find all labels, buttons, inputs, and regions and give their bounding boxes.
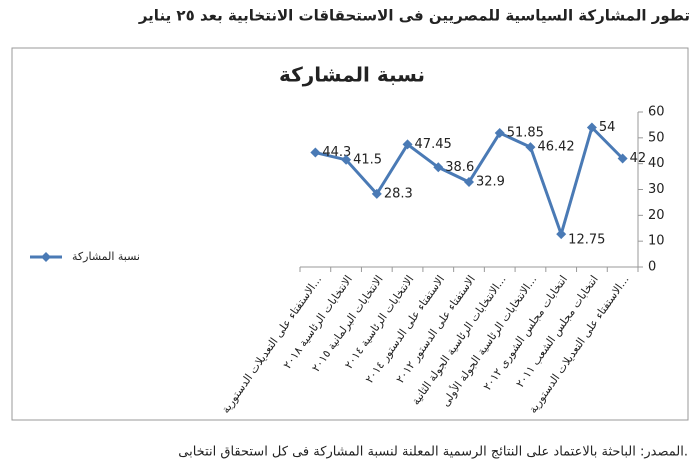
data-point [494, 128, 505, 139]
legend-marker [41, 252, 51, 262]
data-label: 47.45 [415, 137, 452, 152]
data-point [525, 142, 536, 153]
source-note: المصدر: الباحثة بالاعتماد على النتائج ال… [178, 445, 688, 460]
data-point [371, 188, 382, 199]
y-tick-label: 60 [648, 105, 665, 120]
chart-frame [11, 47, 689, 421]
data-label: 41.5 [353, 152, 382, 167]
data-label: 12.75 [568, 233, 605, 248]
data-label: 54 [599, 120, 616, 135]
data-label: 51.85 [507, 126, 544, 141]
y-tick-label: 50 [648, 130, 665, 145]
data-label: 28.3 [384, 186, 413, 201]
chart-title: نسبة المشاركة [279, 63, 425, 87]
data-point [341, 154, 352, 165]
data-point [310, 147, 321, 158]
data-point [586, 122, 597, 133]
data-point [464, 177, 474, 188]
data-label: 44.3 [322, 145, 351, 160]
legend-label: نسبة المشاركة [72, 250, 140, 263]
y-tick-label: 0 [648, 260, 656, 275]
data-point [617, 153, 628, 164]
data-label: 46.42 [537, 140, 574, 155]
data-label: 38.6 [445, 160, 474, 175]
y-tick-label: 20 [648, 208, 665, 223]
page-heading: تطور المشاركة السياسية للمصريين فى الاست… [138, 7, 690, 25]
data-point [402, 139, 413, 150]
data-point [433, 162, 444, 173]
data-point [556, 229, 567, 240]
y-tick-label: 10 [648, 234, 665, 249]
data-label: 42 [630, 151, 647, 166]
y-tick-label: 30 [648, 182, 665, 197]
data-label: 32.9 [476, 175, 505, 190]
y-tick-label: 40 [648, 156, 665, 171]
